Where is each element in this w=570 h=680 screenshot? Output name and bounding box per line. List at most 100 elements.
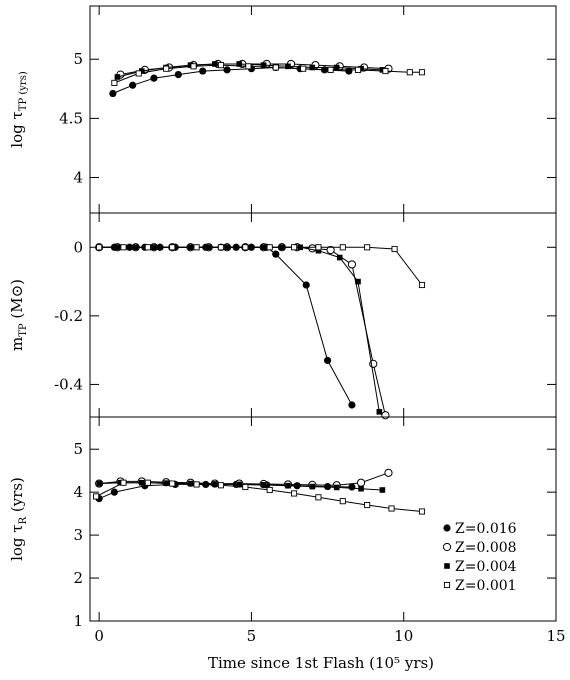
middle-ylabel-main: m [8, 337, 26, 351]
bottom-data-point [285, 482, 291, 489]
middle-data-point [348, 401, 356, 409]
middle-series-line [99, 246, 353, 406]
x-tick-label: 15 [546, 627, 565, 645]
middle-data-point [315, 247, 322, 254]
legend-label: Z=0.016 [455, 521, 517, 537]
bottom-series-line [95, 482, 423, 512]
middle-data-point [169, 244, 176, 251]
bottom-ylabel-tail: (yrs) [8, 477, 26, 517]
bottom-frame [89, 416, 557, 622]
top-data-point [382, 68, 389, 75]
bottom-ytick-label: 1 [73, 612, 83, 630]
top-ytick-label: 4 [73, 169, 83, 187]
bottom-data-point [315, 494, 322, 501]
bottom-data-point [266, 486, 273, 494]
middle-ylabel: mTP (M⊙) [8, 279, 29, 351]
bottom-data-point [96, 480, 102, 487]
middle-frame [89, 212, 557, 418]
middle-data-point [376, 409, 383, 415]
middle-data-point [193, 244, 200, 251]
middle-data-point [291, 244, 298, 251]
bottom-data-point [212, 481, 218, 487]
top-ytick-label: 5 [73, 50, 83, 68]
bottom-data-point [384, 468, 393, 477]
top-frame [89, 5, 557, 214]
middle-data-point [381, 411, 390, 420]
middle-series-line [99, 246, 423, 286]
bottom-data-point [358, 485, 364, 492]
top-data-point [418, 69, 426, 76]
middle-data-point [323, 356, 332, 365]
bottom-ytick-label: 2 [73, 569, 83, 587]
middle-series-0016 [95, 243, 356, 409]
top-ylabel: log τTP (yrs) [8, 71, 29, 148]
panel-bottom: 1 2 3 4 5 log τR (yrs) [8, 416, 557, 630]
middle-data-point [391, 245, 398, 253]
top-data-point [354, 66, 362, 73]
top-data-point [309, 64, 316, 71]
bottom-data-point [364, 501, 371, 509]
middle-ylabel-sub: TP [18, 323, 29, 337]
legend-label: Z=0.004 [455, 559, 517, 575]
legend-label: Z=0.001 [455, 578, 517, 594]
top-data-point [129, 81, 137, 89]
bottom-data-point [356, 478, 366, 487]
middle-data-point [144, 244, 151, 251]
top-ylabel-sub: TP (yrs) [18, 71, 29, 111]
top-data-point [174, 71, 182, 79]
bottom-data-point [418, 508, 426, 515]
bottom-data-point [144, 479, 151, 486]
panel-top: 4 4.5 5 log τTP (yrs) [8, 5, 557, 214]
top-data-point [217, 62, 225, 69]
top-data-point [260, 62, 267, 68]
bottom-data-point [236, 481, 243, 488]
bottom-data-point [93, 493, 100, 500]
bottom-data-point [309, 483, 316, 490]
middle-data-point [308, 244, 317, 253]
bottom-data-point [187, 480, 194, 487]
top-data-point [272, 64, 279, 71]
top-data-point [406, 69, 413, 76]
top-data-point [327, 66, 334, 73]
middle-data-point [272, 250, 280, 258]
top-data-point [111, 79, 118, 86]
bottom-data-point [379, 487, 386, 493]
top-data-point [109, 89, 117, 98]
bottom-data-point [242, 483, 249, 491]
top-data-point [300, 65, 307, 72]
middle-data-point [315, 244, 322, 251]
legend-label: Z=0.008 [455, 540, 517, 556]
top-data-point [333, 64, 340, 71]
middle-ytick-label: -0.4 [54, 375, 83, 393]
middle-ytick-label: 0 [73, 238, 83, 256]
middle-data-point [217, 244, 225, 251]
bottom-data-point [333, 484, 340, 491]
middle-series-0004 [96, 244, 383, 415]
x-tick-label: 10 [394, 627, 413, 645]
legend-marker [443, 581, 451, 589]
x-axis-label: Time since 1st Flash (10⁵ yrs) [208, 654, 434, 672]
bottom-series-0001 [93, 479, 426, 515]
middle-data-point [336, 254, 343, 261]
top-data-point [223, 66, 231, 74]
top-data-point [245, 63, 252, 70]
middle-data-point [326, 245, 335, 255]
top-series-0001 [111, 62, 426, 86]
middle-data-point [364, 244, 371, 251]
top-ylabel-main: log τ [8, 111, 26, 148]
middle-data-point [418, 281, 426, 289]
bottom-data-point [217, 482, 225, 489]
top-data-point [212, 61, 218, 67]
bottom-ylabel-main: log τ [8, 524, 26, 561]
bottom-ytick-label: 3 [73, 526, 83, 544]
top-data-point [163, 65, 170, 72]
legend-marker [442, 542, 452, 552]
bottom-data-point [260, 482, 267, 488]
middle-series-0001 [96, 244, 426, 289]
top-ytick-label: 4.5 [59, 109, 83, 127]
top-data-point [114, 74, 121, 80]
bottom-ylabel: log τR (yrs) [8, 477, 29, 561]
middle-data-point [96, 244, 103, 251]
middle-data-point [347, 260, 357, 269]
